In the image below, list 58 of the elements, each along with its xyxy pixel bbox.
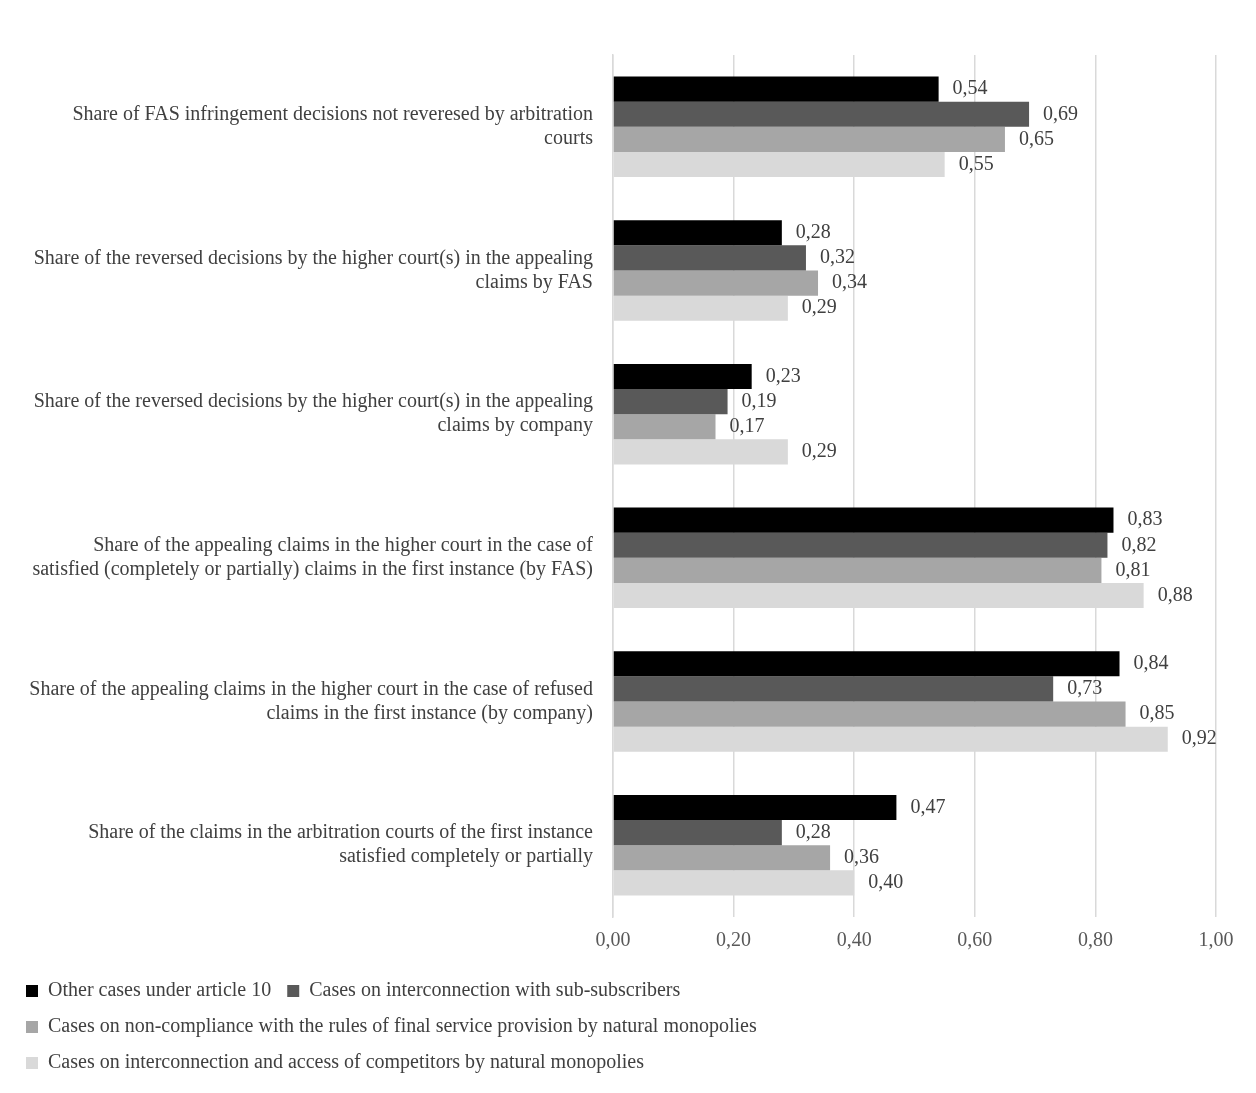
bar (613, 820, 782, 846)
legend-label: Cases on interconnection and access of competitors by natural monopolies (48, 1050, 645, 1074)
x-tick-label: 0,80 (1077, 928, 1113, 951)
data-label: 0,81 (1115, 557, 1151, 580)
bar (613, 389, 728, 415)
data-label: 0,29 (801, 295, 837, 318)
data-label: 0,32 (819, 245, 855, 268)
bar (613, 794, 897, 821)
y-tick-label: Share of the appealing claims in the higher court in the case of satisfied (completely or partially) claims in the first instance (by FAS) (32, 533, 594, 581)
bar (613, 676, 1054, 702)
data-label: 0,23 (765, 363, 801, 386)
data-label: 0,65 (1018, 126, 1054, 149)
data-label: 0,69 (1043, 101, 1079, 124)
bar (613, 270, 819, 296)
x-tick-label: 1,00 (1198, 928, 1234, 951)
data-label: 0,28 (795, 220, 831, 243)
legend-label: Cases on interconnection with sub-subscribers (309, 978, 681, 1001)
bar (613, 363, 752, 390)
bar (613, 245, 806, 271)
data-label: 0,92 (1181, 726, 1217, 749)
x-tick-label: 0,60 (957, 928, 993, 951)
data-label: 0,84 (1133, 651, 1169, 674)
bar (613, 76, 939, 102)
data-label: 0,19 (741, 388, 777, 411)
data-label: 0,88 (1157, 582, 1193, 605)
bar (613, 220, 782, 246)
bar (613, 651, 1120, 677)
x-tick-label: 0,00 (595, 928, 631, 951)
data-label: 0,85 (1139, 701, 1175, 724)
x-tick-label: 0,40 (836, 928, 872, 951)
bar (613, 845, 831, 871)
data-label: 0,47 (910, 794, 946, 817)
y-tick-label: Share of FAS infringement decisions not reveresed by arbitration courts (72, 102, 594, 149)
data-label: 0,29 (801, 439, 837, 462)
data-label: 0,28 (795, 819, 831, 842)
y-tick-label: Share of the reversed decisions by the higher court(s) in the appealing claims by company (33, 389, 593, 437)
data-label: 0,73 (1067, 676, 1103, 699)
bar (613, 101, 1030, 127)
data-label: 0,17 (729, 413, 765, 436)
data-label: 0,34 (832, 270, 868, 293)
bar (613, 414, 716, 440)
bar (613, 557, 1102, 583)
legend-label: Other cases under article 10 (48, 978, 272, 1001)
y-tick-label: Share of the reversed decisions by the higher court(s) in the appealing claims by FAS (33, 245, 593, 293)
data-label: 0,83 (1127, 507, 1163, 530)
data-label: 0,36 (844, 844, 880, 867)
bar (613, 126, 1005, 152)
data-label: 0,55 (958, 151, 994, 174)
data-label: 0,54 (952, 76, 988, 99)
bar (613, 701, 1126, 727)
data-label: 0,82 (1121, 532, 1157, 555)
y-tick-label: Share of the appealing claims in the higher court in the case of refused claims in the first instance (by company) (29, 676, 593, 724)
y-tick-label: Share of the claims in the arbitration courts of the first instance satisfied completely or partially (88, 820, 594, 868)
legend-label: Cases on non-compliance with the rules of final service provision by natural monopolies (48, 1014, 757, 1038)
bar (613, 532, 1108, 558)
x-tick-label: 0,20 (716, 928, 752, 951)
bar (613, 507, 1114, 533)
data-label: 0,40 (868, 870, 904, 893)
